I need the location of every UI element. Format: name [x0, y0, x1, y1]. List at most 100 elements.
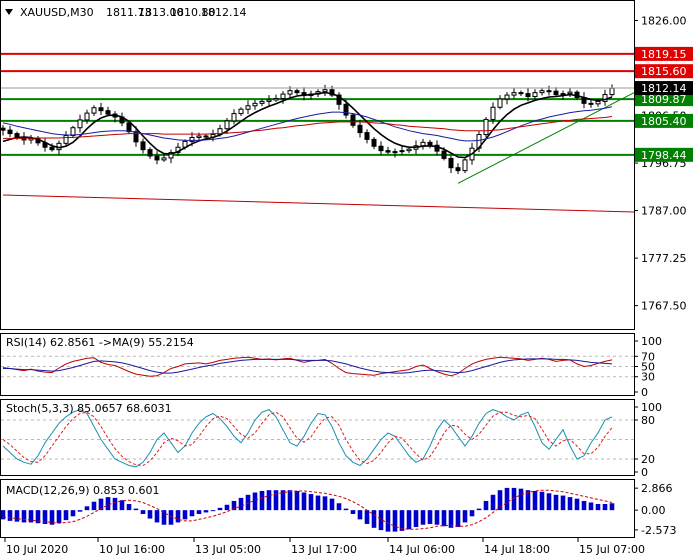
stoch-tick-label: 80: [641, 414, 655, 427]
rsi-tick-label: 30: [641, 371, 655, 384]
macd-bar: [518, 488, 524, 511]
macd-tick-label: 0.00: [641, 504, 666, 517]
candle: [567, 91, 573, 95]
stoch-pane[interactable]: [0, 399, 635, 476]
rsi-tick-label: 100: [641, 335, 662, 348]
macd-bar: [532, 490, 538, 511]
candle: [357, 124, 363, 134]
macd-bar: [420, 510, 426, 525]
macd-bar: [70, 510, 76, 517]
macd-bar: [378, 510, 384, 531]
macd-bar: [476, 508, 482, 511]
macd-tick-label: 2.866: [641, 482, 673, 495]
macd-bar: [42, 510, 48, 524]
macd-bar: [147, 510, 153, 519]
macd-bar: [77, 510, 83, 512]
macd-bar: [308, 494, 314, 511]
stoch-tick-label: 20: [641, 453, 655, 466]
macd-bar: [567, 497, 573, 511]
macd-bar: [168, 510, 174, 525]
price-pane[interactable]: [0, 0, 635, 330]
candle: [189, 136, 195, 142]
candle: [252, 102, 258, 107]
candle: [224, 120, 230, 130]
macd-bar: [595, 504, 601, 511]
macd-bar: [196, 510, 202, 514]
macd-bar: [56, 510, 62, 524]
candle: [336, 94, 342, 105]
candle: [462, 159, 468, 172]
macd-bar: [49, 510, 55, 525]
candle: [196, 135, 202, 138]
macd-bar: [343, 508, 349, 511]
level-tag-label: 1815.60: [641, 65, 687, 78]
macd-bar: [357, 510, 363, 520]
candle: [238, 108, 244, 115]
macd-bar: [119, 500, 125, 511]
macd-bar: [294, 490, 300, 511]
ohlc-open: 1811.73: [106, 6, 152, 19]
candle: [77, 119, 83, 129]
macd-bar: [105, 497, 111, 511]
macd-bar: [210, 510, 216, 512]
macd-bar: [14, 510, 20, 522]
candle: [231, 113, 237, 122]
symbol-label: XAUUSD,M30: [20, 6, 94, 19]
candle: [105, 110, 111, 115]
trendline: [2, 194, 635, 213]
time-tick-label: 13 Jul 17:00: [291, 543, 357, 556]
level-tag-label: 1819.15: [641, 48, 687, 61]
rsi-pane[interactable]: [0, 333, 635, 396]
candle: [588, 102, 594, 105]
trendline: [457, 92, 635, 184]
macd-bar: [385, 510, 391, 532]
macd-bar: [224, 504, 230, 511]
candle: [511, 92, 517, 96]
rsi-tick-label: 0: [641, 386, 648, 399]
candle: [420, 141, 426, 147]
macd-bar: [98, 498, 104, 511]
level-tag-box: [635, 113, 693, 128]
stoch-series-line: [2, 409, 613, 468]
candle: [168, 152, 174, 159]
collapse-triangle-icon[interactable]: [5, 9, 13, 15]
macd-tick-label: -2.573: [641, 524, 676, 537]
macd-bar: [448, 510, 454, 528]
rsi-series-line: [2, 356, 613, 377]
macd-bar: [441, 510, 447, 527]
time-tick-label: 15 Jul 07:00: [579, 543, 645, 556]
macd-bar: [581, 500, 587, 511]
candle: [203, 135, 209, 138]
candle: [399, 150, 405, 153]
rsi-series-line: [3, 358, 613, 374]
candle: [518, 92, 524, 95]
candle: [504, 94, 510, 100]
level-price-tag: 1819.15: [635, 46, 693, 61]
candle: [140, 141, 146, 151]
macd-bar: [462, 510, 468, 523]
time-tick-label: 10 Jul 2020: [6, 543, 68, 556]
rsi-tick-label: 70: [641, 350, 655, 363]
level-tag-box: [635, 64, 693, 79]
candle: [371, 138, 377, 147]
candle: [259, 100, 265, 104]
candle: [0, 127, 6, 131]
candle: [385, 150, 391, 153]
macd-bar: [539, 491, 545, 511]
candle: [448, 157, 454, 169]
candle: [63, 135, 69, 144]
macd-bar: [602, 504, 608, 511]
level-tag-box: [635, 92, 693, 107]
macd-pane[interactable]: [0, 479, 635, 538]
candle: [378, 145, 384, 152]
macd-bar: [112, 497, 118, 511]
candle: [609, 87, 615, 96]
macd-bar: [280, 490, 286, 511]
candle: [49, 146, 55, 151]
macd-bar: [273, 490, 279, 511]
candle: [84, 112, 90, 121]
macd-bar: [189, 510, 195, 517]
candle: [392, 151, 398, 154]
macd-bar: [182, 510, 188, 520]
price-tick-label: 1787.00: [641, 205, 687, 218]
